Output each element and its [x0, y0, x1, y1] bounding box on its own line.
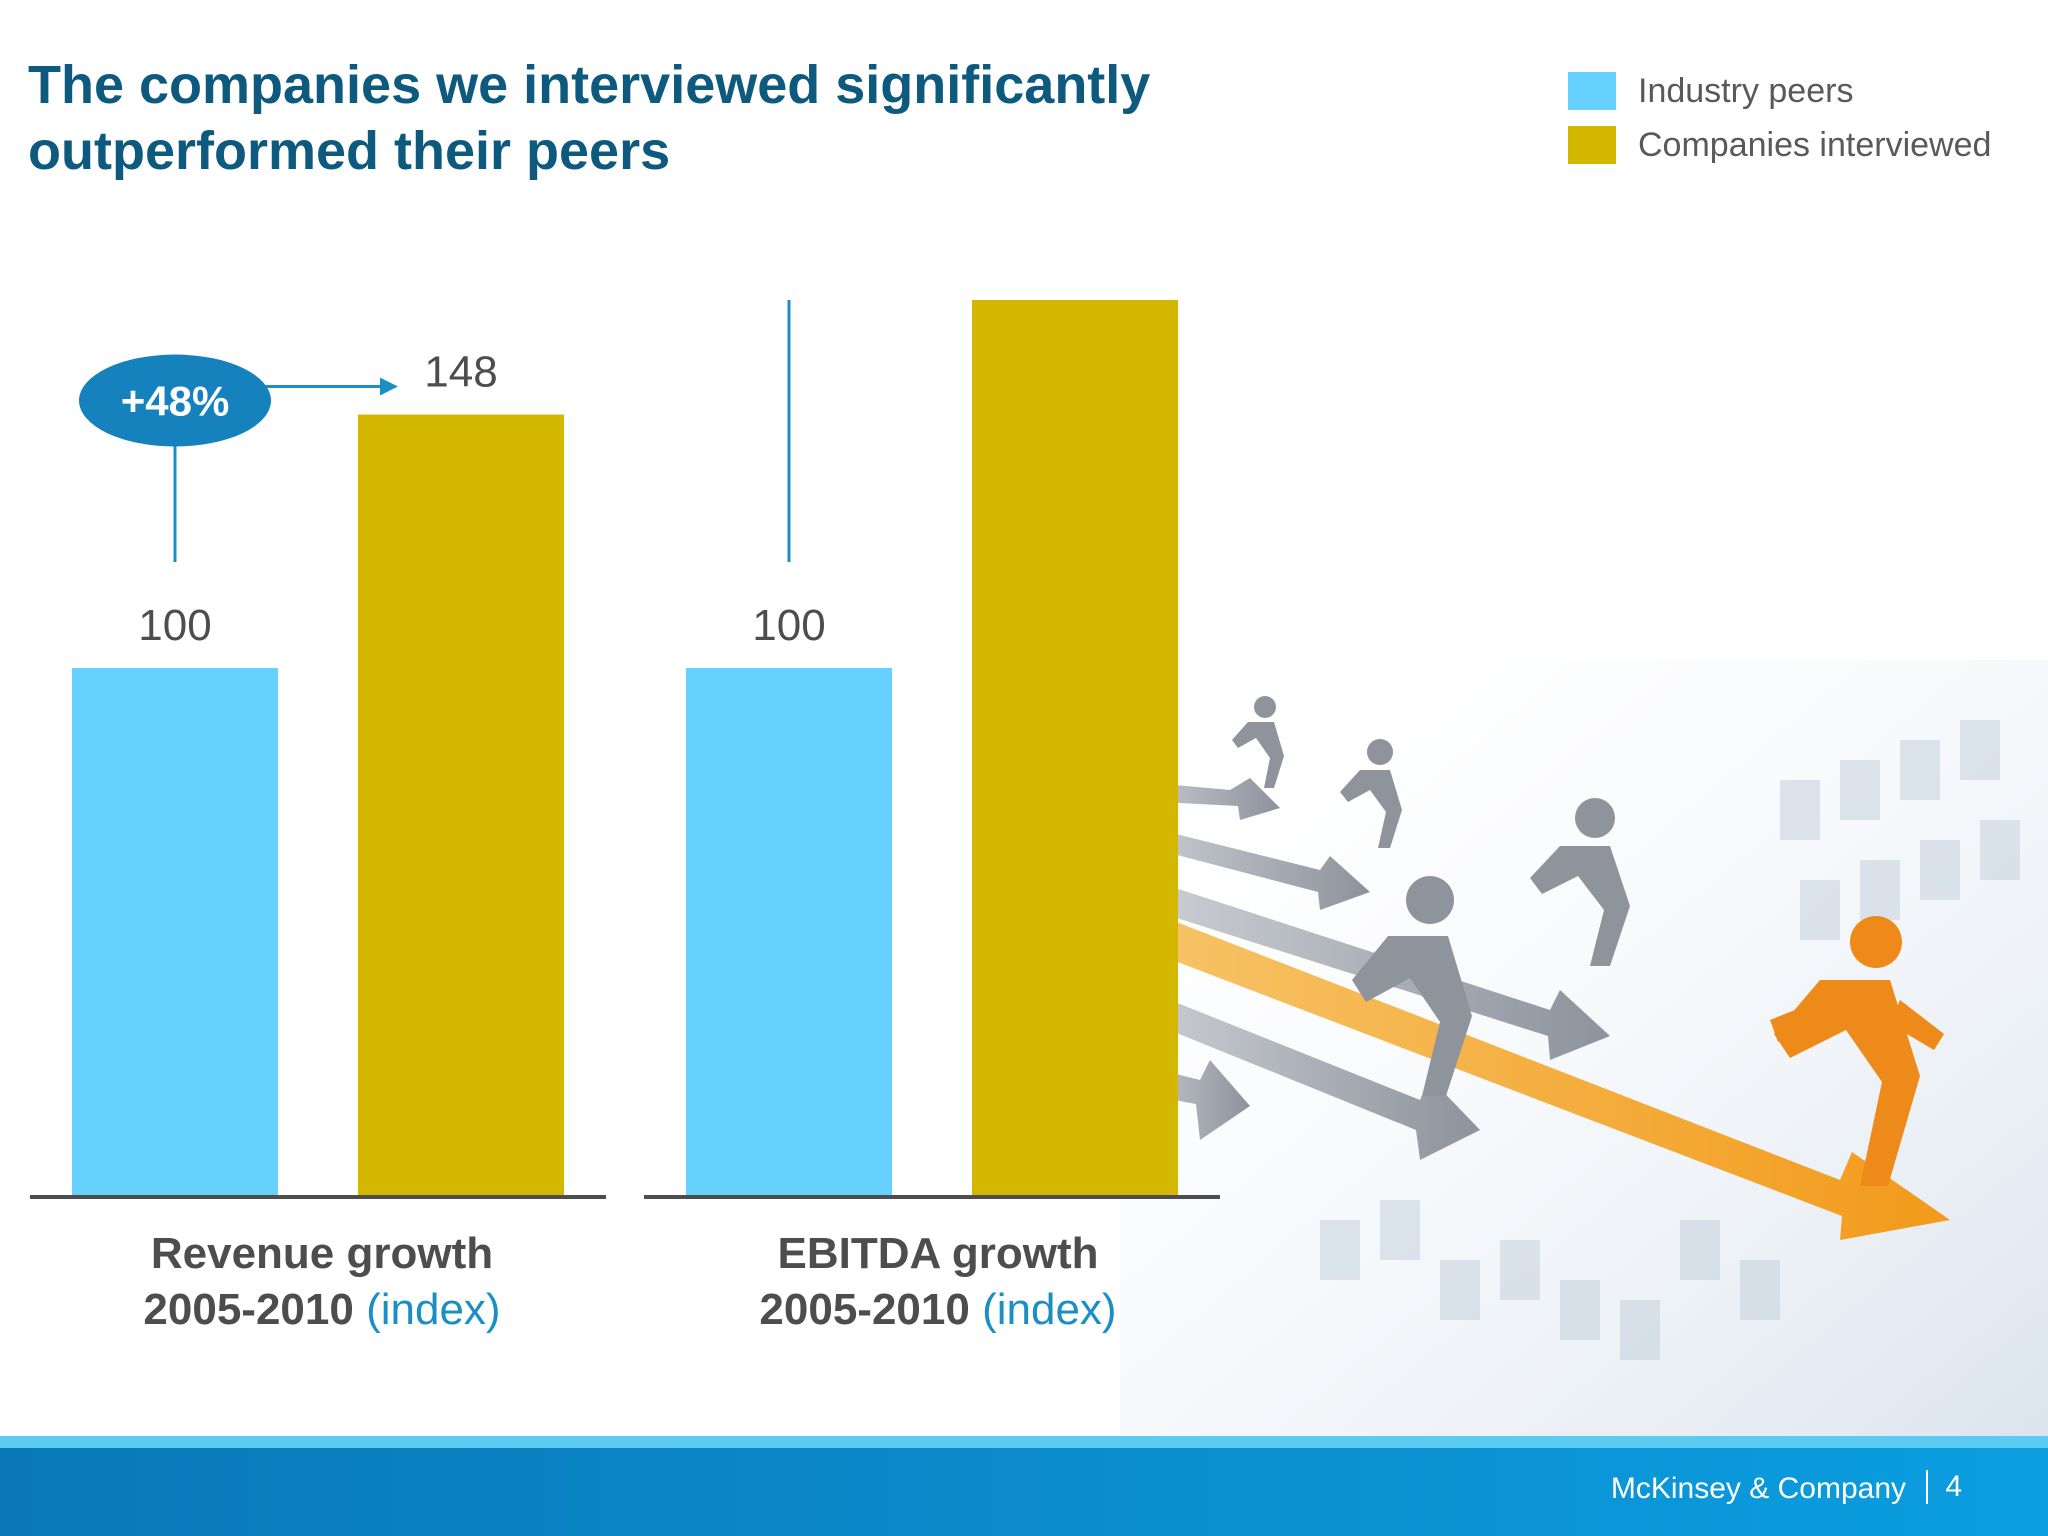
footer-page-number: 4 — [1945, 1470, 1962, 1503]
legend-swatch-industry-peers — [1568, 72, 1616, 110]
slide-footer: McKinsey & Company 4 — [0, 1448, 2048, 1536]
callout-arrowhead-group-1 — [380, 377, 398, 396]
slide-title: The companies we interviewed significant… — [28, 52, 1328, 184]
callout-label-group-1: +48% — [121, 378, 230, 425]
group-label-revenue-growth: Revenue growth 2005-2010 (index) — [42, 1226, 602, 1338]
orange-arrow — [1120, 900, 1950, 1240]
legend-label-companies-interviewed: Companies interviewed — [1638, 125, 1992, 164]
group-label-ebitda-unit: (index) — [982, 1285, 1117, 1334]
group-label-ebitda-growth: EBITDA growth 2005-2010 (index) — [658, 1226, 1218, 1338]
legend-swatch-companies-interviewed — [1568, 126, 1616, 164]
footer-separator — [1926, 1470, 1928, 1504]
legend-item-industry-peers: Industry peers — [1568, 64, 1991, 118]
bar-group-1-companies-interviewed — [358, 414, 564, 1196]
footer-accent-strip — [0, 1436, 2048, 1448]
group-label-revenue-line-1: Revenue growth — [150, 1229, 494, 1278]
bar-group-2-industry-peers — [686, 668, 892, 1196]
orange-runner-figure — [1770, 916, 1944, 1186]
group-label-ebitda-line-2: 2005-2010 — [759, 1285, 970, 1334]
slide-title-line-2: outperformed their peers — [28, 121, 671, 181]
slide-title-line-1: The companies we interviewed significant… — [28, 55, 1151, 115]
grey-runner-figures — [1232, 696, 1630, 1096]
footer-brand: McKinsey & Company — [1610, 1472, 1906, 1505]
group-label-revenue-line-2: 2005-2010 — [143, 1285, 354, 1334]
running-figures-illustration — [1120, 660, 2048, 1440]
data-label-group-1-companies-interviewed: 148 — [424, 348, 497, 397]
data-label-group-1-industry-peers: 100 — [138, 601, 211, 650]
callout-badge-group-1 — [79, 354, 271, 447]
bar-group-1-industry-peers — [72, 668, 278, 1196]
legend-label-industry-peers: Industry peers — [1638, 71, 1854, 110]
data-label-group-2-industry-peers: 100 — [752, 601, 825, 650]
legend-item-companies-interviewed: Companies interviewed — [1568, 118, 1991, 172]
group-label-revenue-unit: (index) — [366, 1285, 501, 1334]
bar-group-2-companies-interviewed — [972, 300, 1178, 1197]
group-label-ebitda-line-1: EBITDA growth — [777, 1229, 1099, 1278]
chart-legend: Industry peers Companies interviewed — [1568, 64, 1991, 172]
building-windows — [1320, 720, 2020, 1360]
